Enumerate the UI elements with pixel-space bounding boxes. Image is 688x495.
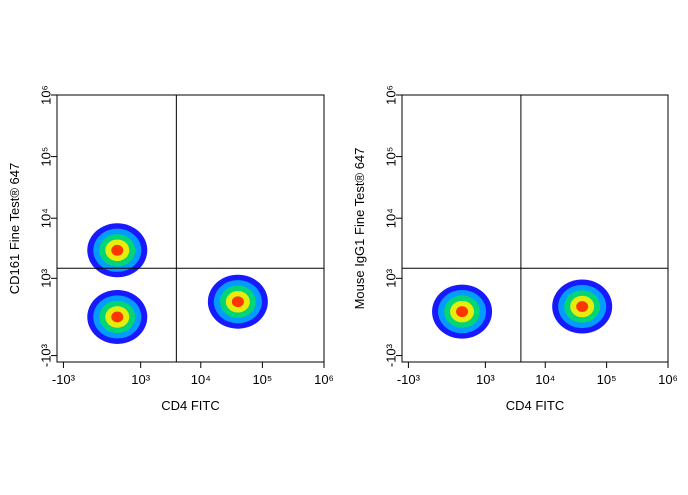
x-tick-label: 10⁶ [314,372,334,387]
density-cluster [111,244,124,256]
x-tick-label: -10³ [52,372,76,387]
y-tick-label: 10⁴ [38,208,53,228]
x-tick-label: 10³ [131,372,150,387]
x-tick-label: 10⁶ [658,372,678,387]
density-cluster [576,301,589,312]
y-tick-label: 10⁶ [383,85,398,105]
y-axis-label: CD161 Fine Test® 647 [7,163,22,294]
y-tick-label: 10³ [38,268,53,287]
y-axis-label: Mouse IgG1 Fine Test® 647 [352,148,367,310]
y-tick-label: 10⁵ [38,147,53,167]
x-tick-label: 10⁴ [535,372,555,387]
y-tick-label: -10³ [38,343,53,367]
x-tick-label: 10³ [476,372,495,387]
plot-frame [401,94,669,363]
x-tick-label: -10³ [397,372,421,387]
y-tick-label: -10³ [383,343,398,367]
y-tick-label: 10⁴ [383,208,398,228]
density-cluster [231,296,244,308]
density-cluster [456,306,469,318]
x-tick-label: 10⁵ [252,372,272,387]
y-tick-label: 10³ [383,268,398,287]
plot-frame [56,94,325,363]
x-tick-label: 10⁴ [191,372,211,387]
y-tick-label: 10⁶ [38,85,53,105]
plot: -10³ 10³ 10⁴ 10⁵ 10⁶ -10³ 10³ 10⁴ 10⁵ 10⁶ CD4 FITC… [7,85,334,413]
density-cluster [111,311,124,323]
x-axis-label: CD4 FITC [161,398,220,413]
y-tick-label: 10⁵ [383,147,398,167]
x-tick-label: 10⁵ [597,372,617,387]
x-axis-label: CD4 FITC [506,398,565,413]
plot: -10³ 10³ 10⁴ 10⁵ 10⁶ -10³ 10³ 10⁴ 10⁵ 10⁶ CD4 FITC… [352,85,678,413]
